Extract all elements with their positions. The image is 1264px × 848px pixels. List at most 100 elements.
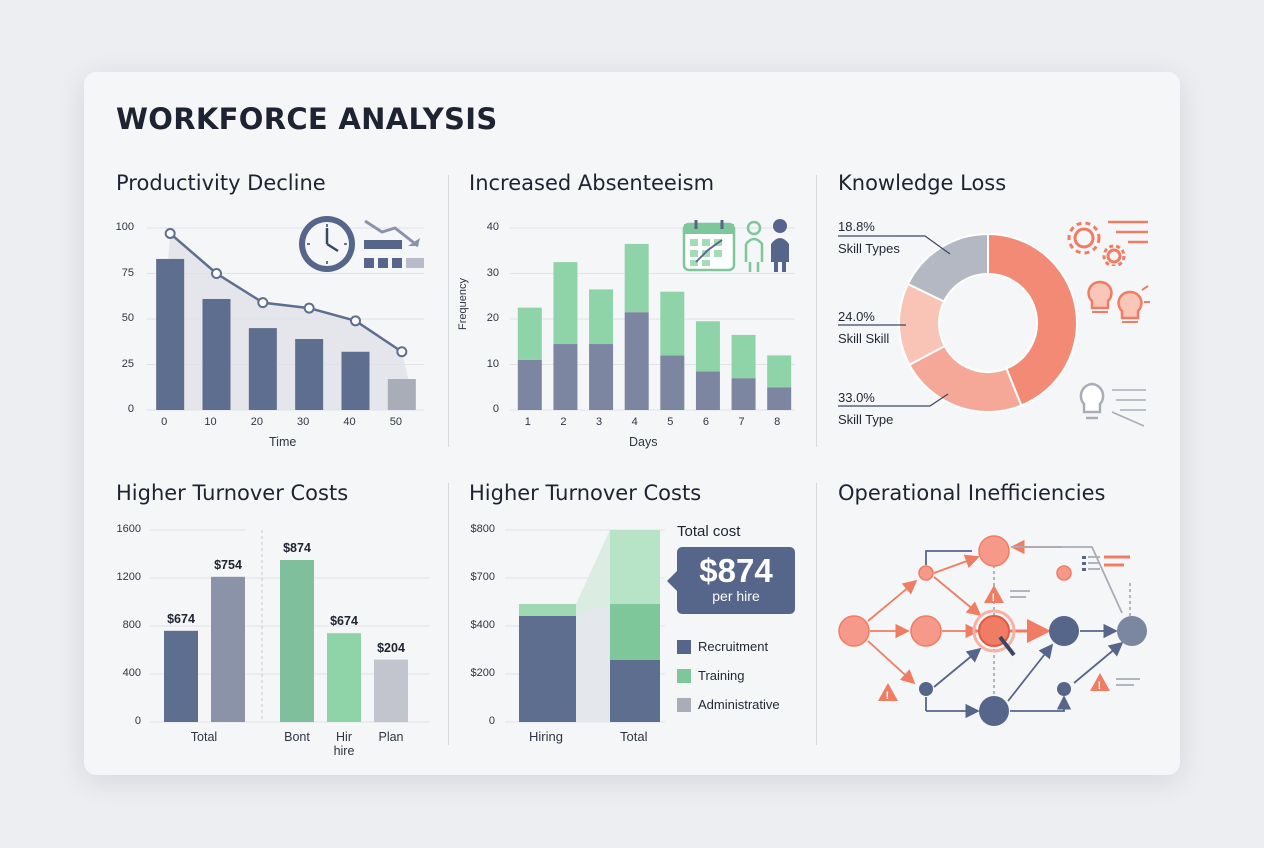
x-tick-label: 50 xyxy=(389,416,402,428)
bar-segment xyxy=(610,530,660,604)
bar xyxy=(341,351,370,410)
total-cost-label: Total cost xyxy=(677,523,741,540)
legend-label: Administrative xyxy=(698,697,780,712)
bar-segment xyxy=(731,334,756,379)
x-tick-label: 3 xyxy=(596,416,603,428)
bar xyxy=(164,630,198,722)
bar-segment xyxy=(731,378,756,410)
bar-value-label: $204 xyxy=(377,640,405,655)
x-tick-label: Hir hire xyxy=(333,730,355,758)
pie-label-3: 33.0% Skill Type xyxy=(838,387,893,431)
bar-segment xyxy=(589,289,614,345)
y-tick-label: $800 xyxy=(470,523,495,535)
pie-pct-3: 33.0% xyxy=(838,390,875,405)
divider xyxy=(816,483,817,745)
bar xyxy=(202,298,231,410)
bar xyxy=(374,659,408,722)
trend-point xyxy=(303,302,315,314)
callout-unit: per hire xyxy=(712,588,760,604)
bar-value-label: $754 xyxy=(214,557,242,572)
absenteeism-xlabel: Days xyxy=(629,435,658,449)
absenteeism-title: Increased Absenteeism xyxy=(469,171,715,195)
y-tick-label: 800 xyxy=(122,619,141,631)
x-tick-label: 5 xyxy=(667,416,674,428)
legend-label: Recruitment xyxy=(698,639,769,654)
process-network-diagram: ! ! ! xyxy=(838,535,1147,726)
trend-point xyxy=(164,227,176,239)
bar xyxy=(211,576,245,722)
trend-point xyxy=(396,346,408,358)
trend-point xyxy=(350,315,361,327)
y-tick-label: 10 xyxy=(486,357,499,370)
y-tick-label: 400 xyxy=(122,667,141,679)
bar-segment xyxy=(695,371,720,410)
bar xyxy=(387,379,416,410)
pie-name-2: Skill Skill xyxy=(838,331,890,346)
x-tick-label: 10 xyxy=(204,416,217,428)
pie-label-2: 24.0% Skill Skill xyxy=(838,306,889,350)
gears-icon xyxy=(1067,220,1148,266)
y-tick-label: 1200 xyxy=(116,571,141,583)
bar-value-label: $874 xyxy=(283,541,311,555)
lightbulb-icon xyxy=(1087,280,1150,323)
declining-arrow-icon xyxy=(364,219,424,268)
divider xyxy=(448,175,449,447)
divider xyxy=(448,483,449,745)
knowledge-title: Knowledge Loss xyxy=(838,171,1007,195)
bar xyxy=(327,633,361,722)
c5-xtick-hiring: Hiring xyxy=(529,729,563,744)
lightbulb-icon xyxy=(1079,382,1146,427)
bar-value-label: $674 xyxy=(330,614,358,629)
y-tick-label: 0 xyxy=(134,715,141,727)
y-tick-label: 100 xyxy=(115,221,134,233)
y-tick-label: 1600 xyxy=(116,523,141,535)
svg-text:!: ! xyxy=(1098,680,1102,692)
x-tick-label: 2 xyxy=(560,416,567,428)
bar-segment xyxy=(767,387,792,410)
bar-segment xyxy=(517,307,542,360)
pie-label-1: 18.8% Skill Types xyxy=(838,216,900,260)
legend-administrative: Administrative xyxy=(677,697,780,712)
page-title: WORKFORCE ANALYSIS xyxy=(116,102,498,136)
operational-title: Operational Inefficiencies xyxy=(838,481,1106,505)
leader-line xyxy=(838,235,951,255)
callout-value: $874 xyxy=(699,552,773,589)
c5-xtick-total: Total xyxy=(620,729,648,744)
x-tick-label: 7 xyxy=(738,416,745,428)
bar-segment xyxy=(519,604,576,616)
warning-icon: ! xyxy=(984,585,1004,604)
x-tick-label: 0 xyxy=(161,416,168,428)
x-tick-label: 8 xyxy=(774,416,781,428)
legend-training: Training xyxy=(677,668,744,683)
pie-pct-1: 18.8% xyxy=(838,219,875,234)
svg-text:!: ! xyxy=(992,592,996,604)
bar-segment xyxy=(624,312,649,410)
donut-slice xyxy=(987,232,1078,407)
x-tick-label: Plan xyxy=(378,730,404,744)
y-tick-label: 0 xyxy=(488,715,495,727)
legend-label: Training xyxy=(698,668,745,683)
bar-segment xyxy=(517,359,542,410)
cost-callout: $874 per hire xyxy=(667,547,795,614)
clock-icon xyxy=(299,216,355,272)
bar-value-label: $674 xyxy=(167,611,195,626)
leader-line xyxy=(838,393,949,407)
y-tick-label: 30 xyxy=(486,266,499,279)
pie-name-1: Skill Types xyxy=(838,241,900,256)
donut-slice xyxy=(906,232,989,303)
bar xyxy=(156,258,185,410)
bar xyxy=(295,339,324,410)
x-tick-label: Bont xyxy=(284,730,310,744)
bar-segment xyxy=(660,291,685,356)
calendar-icon xyxy=(682,220,736,272)
bar-segment xyxy=(553,344,578,410)
bar-segment xyxy=(624,243,649,313)
bar xyxy=(280,560,314,722)
turnover-title-1: Higher Turnover Costs xyxy=(116,481,349,505)
y-tick-label: $400 xyxy=(470,619,495,631)
x-tick-label: 1 xyxy=(524,416,531,428)
bar-segment xyxy=(610,660,660,722)
